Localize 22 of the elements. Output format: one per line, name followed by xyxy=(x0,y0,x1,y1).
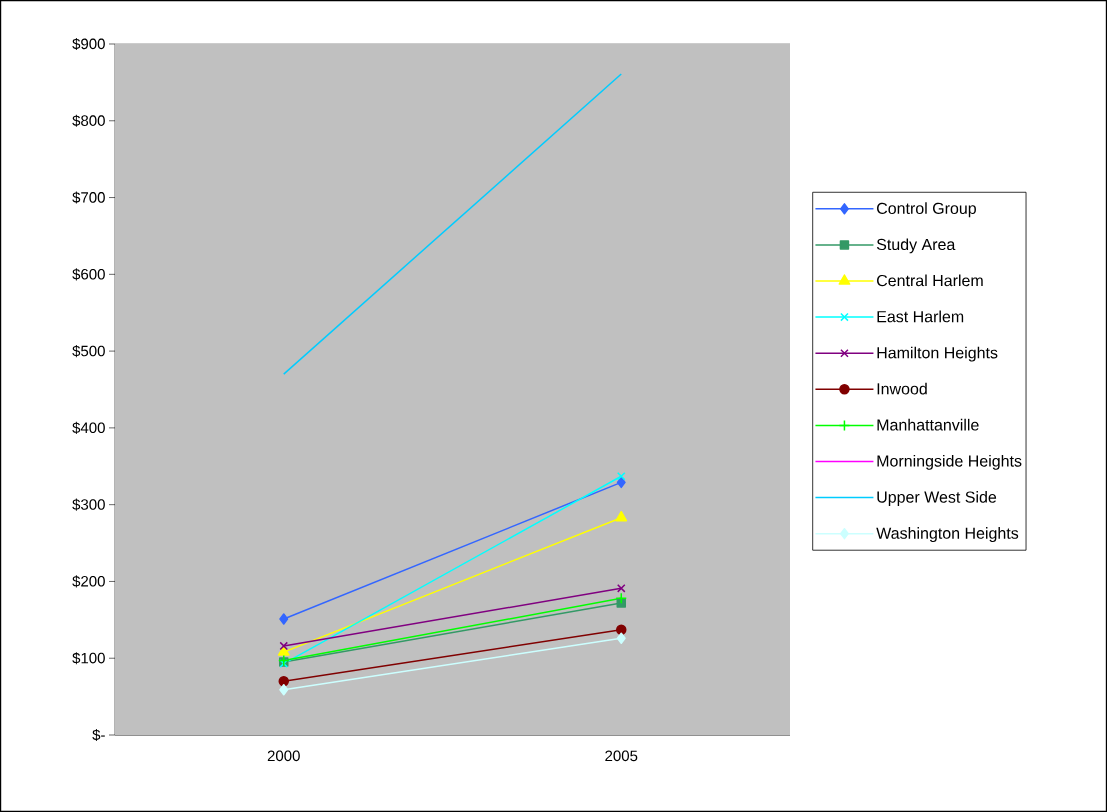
legend-label: East Harlem xyxy=(877,310,964,323)
legend-label: Hamilton Heights xyxy=(877,346,998,362)
legend-label: Morningside Heights xyxy=(877,454,1022,470)
x-tick-label: 2000 xyxy=(267,750,300,762)
y-tick-label: $700 xyxy=(72,191,105,204)
y-tick-label: $800 xyxy=(72,114,105,127)
legend-label: Inwood xyxy=(877,382,927,395)
y-tick-label: $200 xyxy=(72,575,105,588)
legend-label: Washington Heights xyxy=(876,527,1019,543)
y-tick-label: $600 xyxy=(72,268,105,281)
y-tick-label: $500 xyxy=(72,345,105,358)
y-tick-label: $300 xyxy=(72,498,105,511)
legend-label: Upper West Side xyxy=(877,491,997,506)
legend-label: Control Group xyxy=(877,202,976,218)
y-tick-label: $100 xyxy=(72,652,105,665)
y-tick-label: $- xyxy=(92,728,105,742)
y-tick-label: $900 xyxy=(72,37,105,51)
x-tick-label: 2005 xyxy=(605,750,638,762)
y-tick-label: $400 xyxy=(72,421,105,434)
legend-label: Study Area xyxy=(876,238,956,254)
legend-label: Central Harlem xyxy=(877,274,983,287)
legend-label: Manhattanville xyxy=(877,418,979,431)
